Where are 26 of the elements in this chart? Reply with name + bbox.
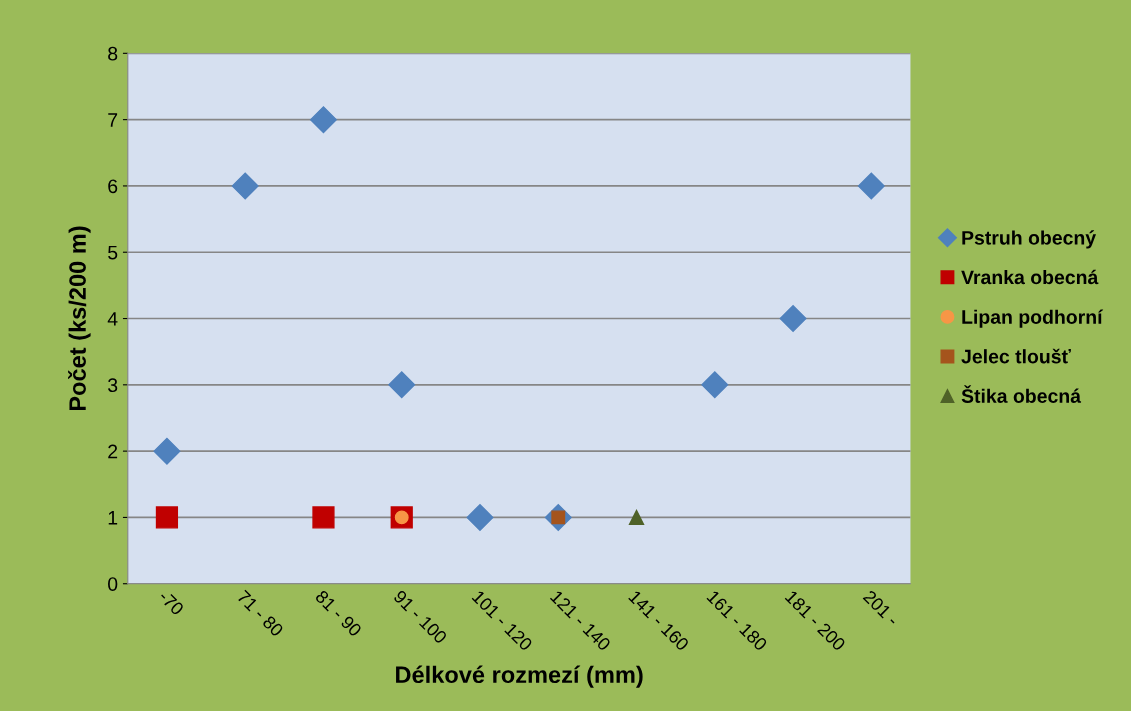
x-tick-label: 201 -: [862, 589, 900, 627]
y-tick-label: 6: [108, 179, 118, 194]
y-axis-title: Počet (ks/200 m): [68, 226, 91, 411]
y-tick-label: 1: [108, 511, 118, 525]
y-tick-label: 2: [108, 444, 118, 459]
x-tick-label: 181 - 200: [784, 589, 847, 652]
x-axis-title: Délkové rozmezí (mm): [396, 665, 643, 688]
y-tick-label: 5: [108, 245, 118, 260]
x-tick-label: 161 - 180: [706, 589, 768, 652]
x-tick-label: 71 - 80: [236, 589, 285, 638]
y-tick-label: 0: [108, 577, 118, 591]
legend-label: Štika obecná: [961, 385, 1082, 403]
x-tick-label: 91 - 100: [392, 589, 448, 645]
legend-label: Jelec tloušť: [961, 348, 1071, 364]
y-tick-label: 4: [107, 312, 118, 326]
x-tick-label: -70: [158, 589, 185, 616]
x-tick-label: 121 - 140: [549, 589, 612, 652]
y-tick-label: 3: [108, 378, 118, 393]
x-tick-label: 81 - 90: [314, 589, 363, 638]
x-tick-label: 141 - 160: [628, 589, 690, 652]
x-tick-label: 101 - 120: [471, 589, 534, 652]
legend-label: Vranka obecná: [961, 269, 1099, 285]
legend-label: Pstruh obecný: [962, 230, 1097, 249]
y-tick-label: 7: [108, 113, 118, 127]
y-tick-label: 8: [108, 46, 118, 61]
legend-label: Lipan podhorní: [962, 309, 1104, 328]
